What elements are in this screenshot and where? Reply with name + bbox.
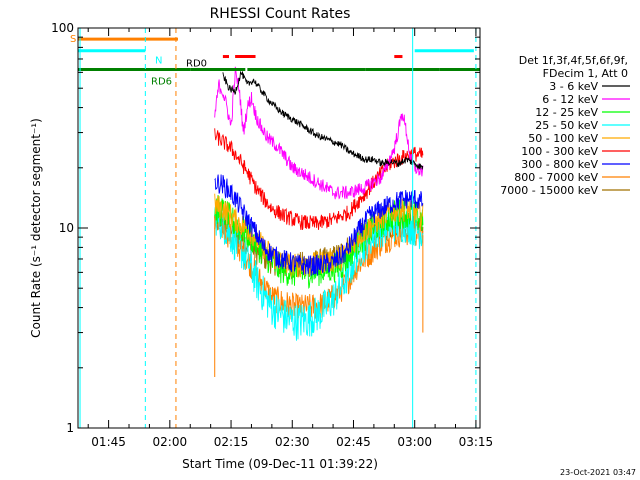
y-tick-label: 10 [59,221,74,235]
legend-label-300-800-kev: 300 - 800 keV [521,158,598,171]
y-axis-label: Count Rate (s⁻¹ detector segment⁻¹) [29,118,43,338]
x-tick-label: 01:45 [91,435,126,449]
x-tick-label: 02:30 [275,435,310,449]
state-label-rd6: RD6 [151,77,172,88]
state-label-n: N [155,56,162,67]
legend-label-50-100-kev: 50 - 100 keV [528,132,598,145]
series-6-12-kev [214,66,424,200]
legend-label-3-6-kev: 3 - 6 keV [549,80,598,93]
legend-label-25-50-kev: 25 - 50 keV [535,119,598,132]
y-tick-label: 1 [66,421,74,435]
y-tick-label: 100 [51,21,74,35]
legend-label-800-7000-kev: 800 - 7000 keV [514,171,598,184]
legend-label-6-12-kev: 6 - 12 keV [542,93,598,106]
series-300-800-kev [214,174,424,276]
x-tick-label: 03:15 [459,435,494,449]
x-tick-label: 03:00 [397,435,432,449]
x-tick-label: 02:15 [214,435,249,449]
legend-label-7000-15000-kev: 7000 - 15000 keV [500,184,598,197]
state-label-rd0: RD0 [186,59,207,70]
timestamp: 23-Oct-2021 03:47 [560,468,636,477]
x-tick-label: 02:45 [336,435,371,449]
legend-header-line-1: Det 1f,3f,4f,5f,6f,9f, [519,54,628,67]
legend-label-12-25-kev: 12 - 25 keV [535,106,598,119]
legend-label-100-300-kev: 100 - 300 keV [521,145,598,158]
state-label-s: S [70,34,76,45]
x-tick-label: 02:00 [153,435,188,449]
series-3-6-kev [222,70,424,170]
chart-title: RHESSI Count Rates [210,6,351,22]
legend-header-line-2: FDecim 1, Att 0 [543,67,628,80]
series-12-25-kev [214,194,424,290]
x-axis-label: Start Time (09-Dec-11 01:39:22) [182,457,378,471]
